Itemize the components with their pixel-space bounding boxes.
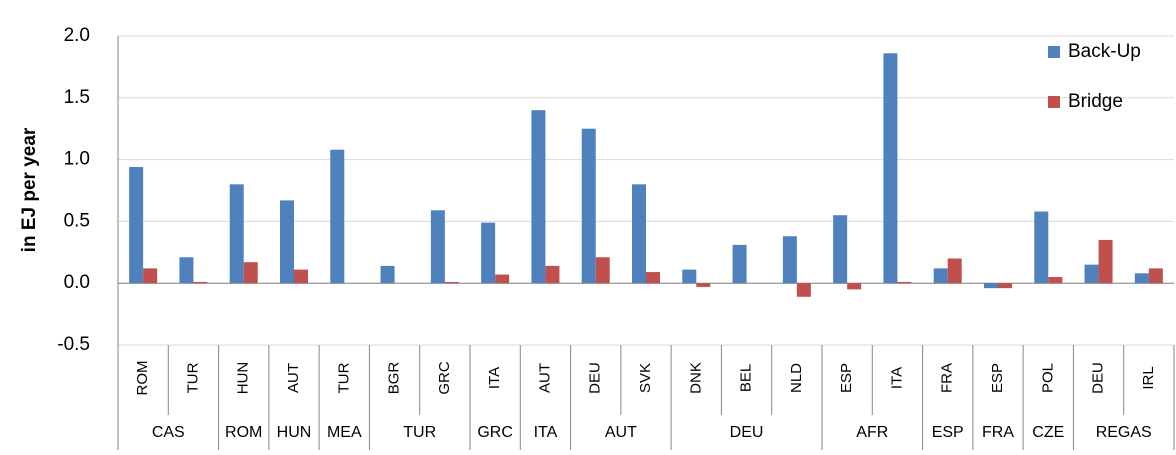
x-tick-label: ESP (838, 363, 855, 393)
bar (833, 215, 848, 284)
bar (179, 257, 194, 284)
y-tick-label: 0.0 (64, 272, 90, 293)
x-tick-label: POL (1039, 363, 1056, 393)
legend-label: Bridge (1068, 91, 1123, 112)
x-tick-label: TUR (184, 362, 201, 393)
x-tick-label: FRA (939, 363, 956, 393)
bar (1098, 239, 1113, 284)
bar (294, 269, 308, 284)
x-tick-label: TUR (335, 362, 352, 393)
legend-label: Back-Up (1068, 41, 1141, 62)
bar (947, 258, 962, 284)
bar (481, 222, 496, 284)
legend-swatch (1048, 96, 1060, 108)
x-tick-label: DEU (587, 362, 604, 394)
y-tick-label: 0.5 (64, 210, 90, 231)
bar (280, 200, 294, 284)
group-label: HUN (277, 424, 312, 441)
bar (444, 281, 459, 284)
x-tick-label: NLD (788, 363, 805, 393)
bar (581, 128, 596, 284)
y-tick-label: 1.0 (64, 149, 90, 170)
y-axis-label: in EJ per year (19, 127, 40, 252)
bar (796, 283, 811, 297)
x-tick-label: ITA (888, 367, 905, 389)
bar (998, 283, 1012, 289)
bar (933, 268, 948, 284)
group-label: TUR (403, 424, 436, 441)
x-tick-label: AUT (285, 363, 302, 393)
bar (696, 283, 711, 287)
y-tick-label: -0.5 (57, 334, 90, 355)
bar (243, 262, 258, 284)
x-tick-label: DNK (687, 362, 704, 394)
group-label: ESP (932, 424, 964, 441)
group-label: GRC (477, 424, 513, 441)
x-tick-label: IRL (1140, 366, 1157, 389)
x-tick-label: BEL (738, 364, 755, 392)
bar (632, 184, 646, 284)
bar (682, 269, 697, 284)
group-label: MEA (327, 424, 362, 441)
group-label: CZE (1032, 424, 1064, 441)
legend-swatch (1048, 46, 1060, 58)
y-tick-label: 1.5 (64, 87, 90, 108)
bar (732, 244, 747, 284)
group-label: FRA (982, 424, 1014, 441)
x-tick-label: ROM (134, 361, 151, 396)
x-tick-label: ITA (486, 367, 503, 389)
y-tick-label: 2.0 (64, 25, 90, 46)
x-tick-label: AUT (536, 363, 553, 393)
bar (1148, 268, 1163, 284)
group-label: DEU (730, 424, 764, 441)
bar (545, 265, 560, 284)
x-tick-label: BGR (386, 362, 403, 395)
bar (782, 236, 797, 284)
x-tick-label: HUN (235, 362, 252, 395)
group-label: ITA (534, 424, 558, 441)
bar (984, 283, 998, 289)
group-label: AUT (605, 424, 637, 441)
bar (1034, 211, 1049, 284)
bar (883, 53, 898, 284)
bar (531, 110, 546, 284)
bar (229, 184, 244, 284)
group-label: AFR (856, 424, 888, 441)
bar (430, 210, 445, 284)
bar (1084, 264, 1099, 284)
x-tick-label: DEU (1090, 362, 1107, 394)
bar (129, 167, 144, 284)
bar (646, 272, 660, 284)
bar (380, 265, 395, 284)
group-label: ROM (225, 424, 262, 441)
x-tick-label: ESP (989, 363, 1006, 393)
bar (847, 283, 862, 290)
bar (1134, 273, 1149, 284)
x-tick-label: SVK (637, 363, 654, 393)
bar (595, 257, 610, 284)
bar (1048, 277, 1063, 284)
bar (193, 281, 208, 284)
x-tick-label: GRC (436, 361, 453, 395)
bar (330, 149, 345, 284)
group-label: CAS (152, 424, 185, 441)
bar (897, 281, 912, 284)
bar (495, 274, 510, 284)
group-label: REGAS (1096, 424, 1152, 441)
bar (143, 268, 158, 284)
